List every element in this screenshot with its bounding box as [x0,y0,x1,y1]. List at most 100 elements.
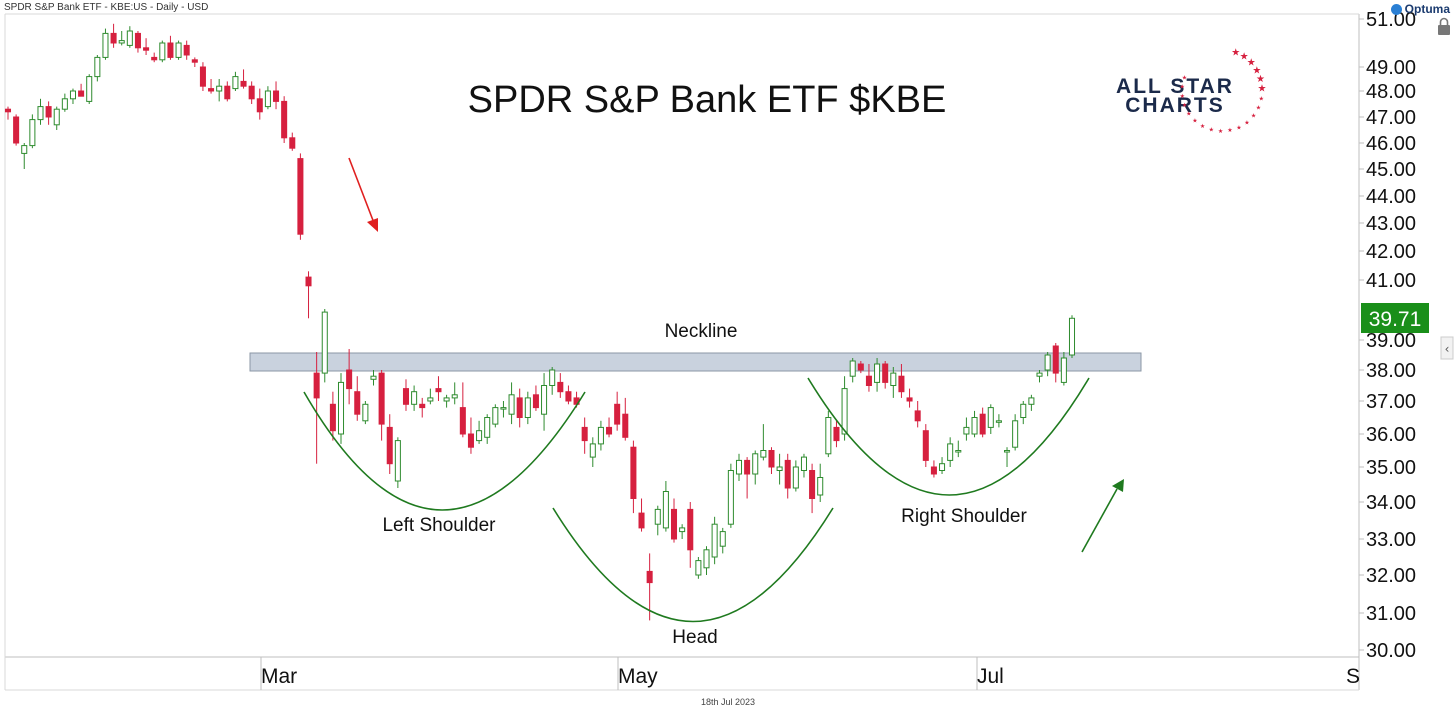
logo-star-icon: ★ [1180,83,1185,90]
candle-body [289,137,296,149]
candle-body [963,426,970,435]
head-label: Head [672,627,717,648]
candle-body [906,397,913,402]
logo-star-icon: ★ [1218,128,1223,135]
candle [346,349,353,405]
chart-info-header: SPDR S&P Bank ETF - KBE:US - Daily - USD [4,2,209,13]
candle [679,524,686,539]
candle [979,407,986,438]
candle [419,397,426,418]
candle [1020,401,1027,425]
candle [800,453,807,478]
y-tick-label: 37.00 [1366,391,1416,413]
candle-body [151,56,158,61]
candle [337,373,345,444]
candle-body [427,397,434,402]
candle [955,440,962,458]
candle-body [297,158,304,235]
candle-body [313,372,320,399]
head-arc [552,507,834,623]
candle-body [21,145,28,154]
candle [549,367,556,395]
candle-body [240,80,247,87]
candle [581,417,588,454]
candle-body [143,47,150,51]
candle-body [849,360,856,377]
candle [1052,343,1059,383]
candle-body [549,369,556,386]
logo-star-icon: ★ [1180,93,1185,100]
candle [817,463,824,502]
candle-body [776,466,783,471]
candle-body [557,381,564,393]
logo-star-icon: ★ [1227,127,1232,134]
candle [557,373,564,398]
candle [939,457,946,474]
candle [143,38,150,55]
candle-body [110,32,117,44]
last-price-value: 39.71 [1369,308,1422,331]
candle-body [1060,357,1067,383]
candle-body [256,98,263,113]
logo-star-icon: ★ [1252,65,1261,76]
candle-body [670,508,678,540]
candle-body [841,388,848,435]
candle [4,106,12,120]
candle [289,132,296,151]
logo-star-icon: ★ [1192,117,1197,124]
candle-body [199,66,206,87]
candle [589,437,596,467]
candle [476,420,483,444]
logo-star-icon: ★ [1259,96,1264,103]
candle [134,31,141,53]
y-tick-label: 36.00 [1366,424,1416,446]
y-tick-label: 34.00 [1366,492,1416,514]
price-scale-handle[interactable] [1440,336,1454,360]
candle-body [167,42,174,58]
candle-body [1036,372,1043,377]
logo-star-icon: ★ [1231,47,1240,58]
candle-body [524,397,531,418]
candle [1060,352,1067,386]
candle-body [78,90,85,97]
candle-body [61,98,68,110]
candle-body [476,430,483,442]
candle [532,385,539,411]
candle [857,361,864,374]
logo-star-icon: ★ [1257,83,1266,94]
candle [784,453,791,499]
neckline-zone [249,352,1142,372]
candle-body [126,30,133,46]
candle-body [362,403,369,422]
candle-body [1028,397,1035,405]
candle-body [735,459,743,475]
right-shoulder-label: Right Shoulder [901,506,1027,527]
candle-body [987,407,994,428]
candle [995,414,1002,428]
lock-icon[interactable] [1438,17,1450,35]
logo-star-icon: ★ [1209,127,1214,134]
candle [126,26,133,48]
candle [297,153,304,240]
logo-star-icon: ★ [1256,105,1261,112]
logo-star-icon: ★ [1186,110,1191,117]
candle [711,516,718,565]
candle [606,417,613,438]
candle [890,367,897,398]
candle-body [719,531,726,547]
candle-body [435,388,442,393]
candle-body [94,56,101,78]
candle-body [695,560,702,576]
candle [53,106,60,130]
candle [118,31,125,46]
candle [78,83,85,97]
candle [1068,315,1076,358]
candle [524,391,531,425]
logo-star-icon: ★ [1244,119,1249,126]
candle-body [492,407,499,425]
candle-body [69,90,76,100]
logo-star-icon: ★ [1247,58,1256,69]
y-tick-label: 32.00 [1366,565,1416,587]
right-shoulder-arc [807,377,1090,496]
